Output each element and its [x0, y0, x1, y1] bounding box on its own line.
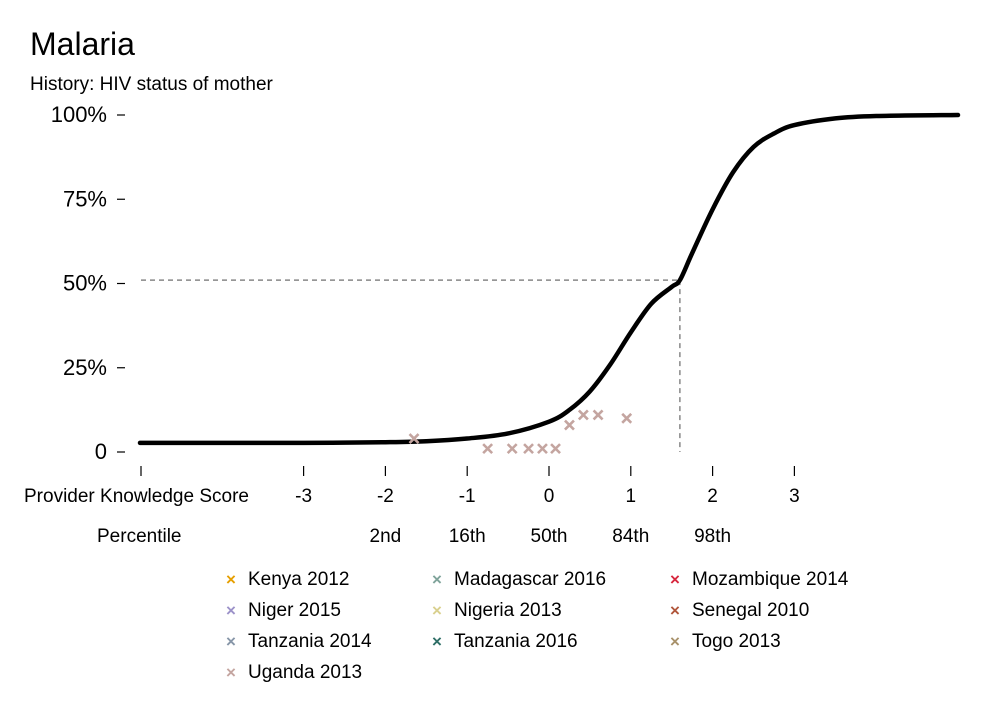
legend-item: × Tanzania 2016 [432, 630, 670, 653]
percentile-tick-label: 50th [531, 526, 568, 547]
x-tick-label: 2 [707, 486, 718, 507]
legend-label: Niger 2015 [248, 599, 341, 621]
legend-marker-icon: × [670, 600, 680, 620]
legend-marker-icon: × [226, 662, 236, 682]
chart-subtitle: History: HIV status of mother [30, 74, 273, 95]
legend-marker-icon: × [432, 569, 442, 589]
legend-label: Nigeria 2013 [454, 599, 562, 621]
legend-item: × Senegal 2010 [670, 599, 906, 622]
y-tick-label: 50% [63, 271, 107, 296]
legend-item: × Uganda 2013 [226, 661, 432, 684]
legend-label: Tanzania 2014 [248, 630, 372, 652]
data-point [523, 443, 534, 455]
data-point [564, 419, 575, 431]
legend-marker-icon: × [432, 631, 442, 651]
data-point [482, 443, 494, 455]
legend-item: × Tanzania 2014 [226, 630, 432, 653]
legend-label: Togo 2013 [692, 630, 781, 652]
percentile-label: Percentile [97, 526, 182, 547]
x-tick-label: -2 [377, 486, 394, 507]
x-tick-label: -1 [459, 486, 476, 507]
chart-legend: × Kenya 2012 × Madagascar 2016 × Mozambique 2… [226, 568, 906, 684]
legend-marker-icon: × [432, 600, 442, 620]
legend-label: Mozambique 2014 [692, 568, 849, 590]
legend-label: Senegal 2010 [692, 599, 810, 621]
legend-marker-icon: × [226, 569, 236, 589]
data-point [506, 443, 518, 455]
fitted-curve [137, 112, 961, 446]
x-tick-label: 3 [789, 486, 800, 507]
x-tick-label: 0 [544, 486, 555, 507]
legend-item: × Madagascar 2016 [432, 568, 670, 591]
legend-marker-icon: × [670, 631, 680, 651]
y-tick-label: 25% [63, 355, 107, 380]
x-axis-label: Provider Knowledge Score [24, 486, 249, 507]
legend-item: × Niger 2015 [226, 599, 432, 622]
percentile-tick-label: 2nd [370, 526, 402, 547]
legend-item: × Kenya 2012 [226, 568, 432, 591]
data-point [550, 443, 561, 455]
chart-plot: 0 25% 50% 75% 100% -3 -2 -1 0 1 2 3 Provider Knowled… [24, 102, 961, 547]
legend-label: Kenya 2012 [248, 568, 350, 590]
chart-title: Malaria [30, 26, 135, 62]
y-tick-label: 75% [63, 186, 107, 211]
data-point [577, 409, 589, 421]
data-point [621, 412, 633, 424]
legend-label: Madagascar 2016 [454, 568, 607, 590]
legend-marker-icon: × [226, 600, 236, 620]
data-point [537, 443, 548, 455]
y-tick-label: 100% [51, 102, 107, 127]
x-tick-label: 1 [626, 486, 637, 507]
percentile-tick-label: 98th [694, 526, 731, 547]
data-point [408, 433, 420, 444]
legend-item: × Togo 2013 [670, 630, 906, 653]
legend-item: × Mozambique 2014 [670, 568, 906, 591]
x-tick-label: -3 [295, 486, 312, 507]
percentile-tick-label: 16th [449, 526, 486, 547]
y-tick-label: 0 [95, 439, 107, 464]
legend-label: Uganda 2013 [248, 661, 363, 683]
legend-marker-icon: × [670, 569, 680, 589]
data-point [592, 409, 604, 421]
percentile-tick-label: 84th [612, 526, 649, 547]
legend-item: × Nigeria 2013 [432, 599, 670, 622]
legend-label: Tanzania 2016 [454, 630, 578, 652]
legend-marker-icon: × [226, 631, 236, 651]
